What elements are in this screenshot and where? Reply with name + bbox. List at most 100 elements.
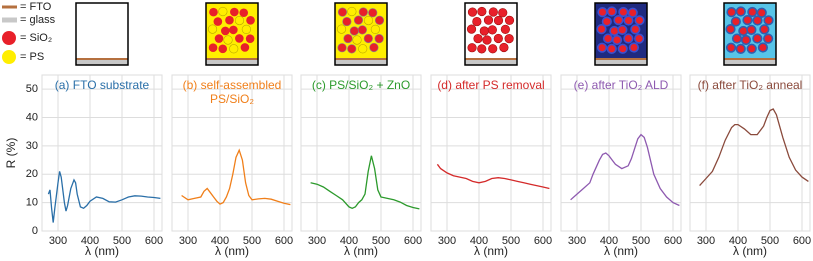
y-tick-label: 10 [26,197,38,209]
particle [618,6,629,18]
particle [230,7,239,17]
particle [213,17,223,26]
x-tick-label: 600 [145,235,163,247]
particle [218,44,228,54]
particle [498,8,508,18]
x-tick-label: 400 [729,235,747,247]
particle [611,34,623,46]
x-tick-label: 400 [340,235,358,247]
particle [613,15,624,26]
particle [347,6,357,17]
schematic [75,2,129,66]
particle [740,34,752,46]
particle [234,15,245,26]
particle [601,16,612,27]
panel-title: (b) self-assembled [183,78,282,92]
particle [730,16,741,27]
particle [735,43,746,54]
plot-area [41,74,163,232]
schematic-frame [723,2,777,66]
x-axis-label: λ (nm) [344,244,378,258]
fto-layer [206,58,258,60]
x-axis-label: λ (nm) [733,244,767,258]
particle [606,6,617,17]
fto-layer [76,58,128,60]
particle [218,6,228,17]
legend-label: = SiO₂ [20,32,52,44]
ps-swatch [2,50,16,64]
particle [337,7,348,17]
particle [207,24,218,34]
fto-layer [724,58,776,60]
particle [752,33,763,44]
particle [343,33,353,44]
particle [726,7,737,18]
particle [363,33,373,44]
particle [337,43,347,53]
particle [746,43,757,54]
particle [746,24,757,35]
spectrum-line [699,108,809,187]
plot-area [689,74,811,232]
particle [473,33,483,44]
particle [223,35,233,45]
particle [352,35,362,45]
particle [596,24,607,35]
x-tick-label: 500 [632,235,650,247]
particle [488,7,498,17]
particle [229,44,239,54]
particle [467,7,478,17]
particle [374,34,384,44]
particle [369,42,379,53]
legend-label: = FTO [20,1,52,13]
y-tick-label: 30 [26,140,38,152]
x-tick-label: 300 [697,235,715,247]
y-tick-label: 20 [26,168,38,180]
particle [628,42,640,53]
x-tick-label: 300 [179,235,197,247]
spectrum-line [436,163,550,190]
particle [221,26,230,36]
particle [240,43,250,52]
x-tick-label: 600 [793,235,811,247]
particle [482,35,492,45]
particle [370,24,380,34]
legend-label: = PS [20,51,44,63]
x-tick-label: 500 [243,235,261,247]
glass-layer [465,60,517,65]
panel-title: (e) after TiO₂ ALD [574,78,669,92]
schematic [594,2,648,66]
x-tick-label: 400 [470,235,488,247]
particle [493,33,503,44]
particle [363,15,374,26]
particle [208,43,218,53]
x-axis-label: λ (nm) [474,244,508,258]
particle [735,6,746,17]
x-tick-label: 300 [49,235,67,247]
schematic [464,2,518,66]
schematic-frame [334,2,388,66]
particle [738,25,749,37]
x-tick-label: 400 [600,235,618,247]
particle [493,15,504,26]
x-axis-label: λ (nm) [215,244,249,258]
schematic-frame [464,2,518,66]
spectrum-line [47,171,161,223]
particle [504,15,515,25]
particle [634,15,645,26]
particle [368,8,378,18]
schematic [334,2,388,66]
particle [342,16,352,27]
particle [634,33,645,44]
particle [358,7,368,17]
particle [358,44,368,54]
particle [504,34,514,44]
particle [374,15,385,25]
x-tick-label: 600 [404,235,422,247]
plot-area [300,74,422,232]
particle [731,33,743,44]
schematic-frame [75,2,129,66]
particle [742,15,753,26]
particle [209,7,218,17]
particle [617,24,628,35]
